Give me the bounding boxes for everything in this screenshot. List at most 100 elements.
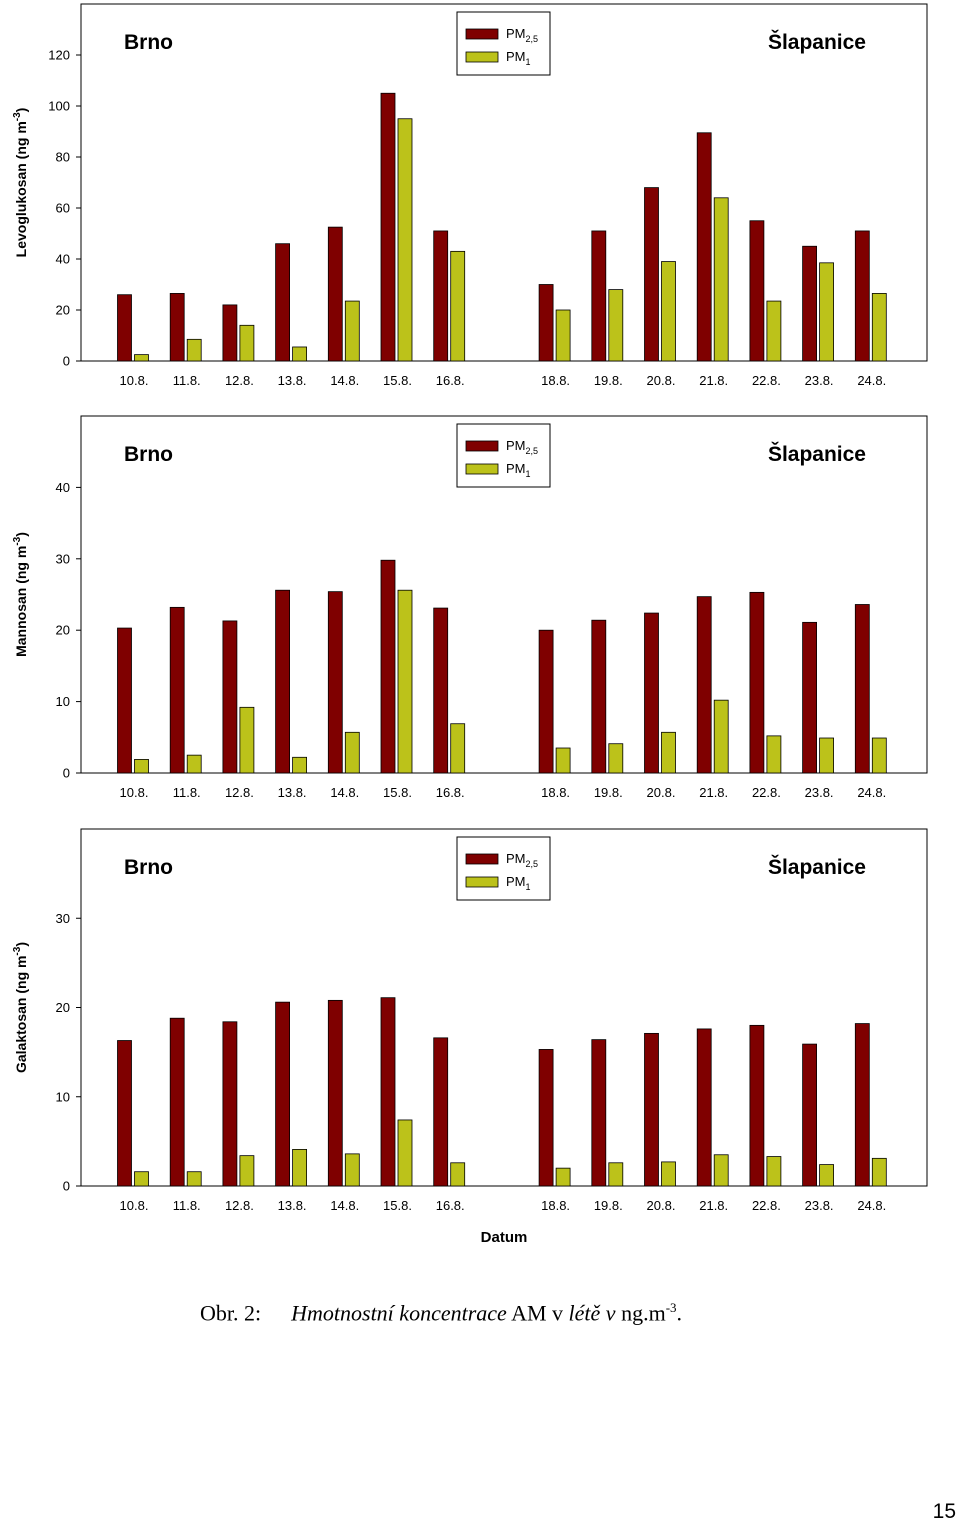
- legend-label-pm1: PM1: [506, 874, 531, 892]
- x-tick-label: 15.8.: [383, 1198, 412, 1213]
- caption-label: Obr. 2:: [200, 1300, 262, 1326]
- bar-pm1: [134, 1171, 149, 1187]
- x-tick-label: 22.8.: [752, 373, 781, 388]
- x-axis-label: Datum: [481, 1229, 528, 1246]
- x-tick-label: 11.8.: [173, 785, 201, 800]
- plot-frame: [80, 415, 928, 774]
- bar-pm1: [555, 1167, 571, 1187]
- bar-pm25: [749, 1024, 765, 1187]
- y-axis-label-sup: -3: [12, 112, 23, 121]
- legend-swatch-pm1: [465, 876, 499, 888]
- y-axis-label: Galaktosan (ng m-3): [12, 942, 29, 1073]
- legend-label-pm1-sub: 1: [526, 57, 531, 67]
- bar-pm1: [766, 735, 782, 774]
- chart-panel-3: 0 10 20 30 Galaktosan (ng m-3) Brno Šlapanice P…: [12, 828, 928, 1246]
- bar-pm1: [397, 1119, 413, 1187]
- chart-panel-2: 0 10 20 30 40 Mannosan (ng m-3) Brno Šlapanice P…: [12, 415, 928, 800]
- legend-swatch-pm1: [465, 51, 499, 63]
- y-axis-label-sup: -3: [12, 946, 23, 955]
- bar-pm25: [169, 606, 185, 774]
- bar-pm25: [749, 220, 765, 362]
- bar-pm1: [292, 1149, 308, 1187]
- x-tick-label: 14.8.: [330, 785, 359, 800]
- site-label-right: Šlapanice: [768, 855, 866, 879]
- y-axis-label-end: ): [13, 108, 29, 113]
- figure-caption: Obr. 2: Hmotnostní koncentrace AM v létě …: [200, 1300, 900, 1326]
- x-tick-label: 20.8.: [647, 373, 676, 388]
- chart-panel-1: 0 20 40 60 80 100 120 Levoglukosan (ng m-3) Brno…: [12, 3, 928, 388]
- legend-box: [456, 11, 551, 76]
- x-tick-label: 21.8.: [699, 373, 728, 388]
- caption-end: .: [676, 1300, 683, 1326]
- legend-box: [456, 423, 551, 488]
- bar-pm1: [661, 261, 676, 362]
- legend-label-pm25: PM2,5: [506, 851, 538, 869]
- x-tick-label: 23.8.: [805, 373, 834, 388]
- bar-pm1: [186, 338, 202, 362]
- bar-pm25: [696, 1028, 712, 1187]
- y-axis-label-main: Galaktosan (ng m: [13, 956, 29, 1073]
- bar-pm1: [766, 1156, 782, 1187]
- y-tick-label: 40: [56, 480, 70, 495]
- bar-pm25: [591, 230, 607, 362]
- bar-pm1: [819, 737, 834, 774]
- legend-label-pm25-main: PM: [506, 851, 526, 866]
- x-tick-label: 18.8.: [541, 1198, 570, 1213]
- x-tick-label: 18.8.: [541, 373, 570, 388]
- bar-pm25: [696, 132, 712, 362]
- x-tick-label: 10.8.: [120, 785, 149, 800]
- bar-pm1: [134, 759, 149, 774]
- y-axis-label-main: Mannosan (ng m: [13, 546, 29, 657]
- bar-pm1: [766, 300, 782, 362]
- y-tick-label: 0: [63, 766, 70, 781]
- bar-pm1: [608, 289, 624, 362]
- bar-pm1: [239, 706, 255, 774]
- x-tick-label: 19.8.: [594, 373, 623, 388]
- x-tick-label: 13.8.: [278, 373, 307, 388]
- bar-pm1: [608, 743, 624, 774]
- x-tick-label: 22.8.: [752, 1198, 781, 1213]
- bar-pm1: [186, 1171, 202, 1187]
- x-tick-label: 21.8.: [699, 1198, 728, 1213]
- x-tick-label: 16.8.: [436, 373, 465, 388]
- bar-pm25: [327, 226, 343, 362]
- bar-pm1: [344, 1153, 360, 1187]
- y-tick-label: 10: [56, 694, 70, 709]
- y-axis-label-end: ): [13, 532, 29, 537]
- x-tick-label: 16.8.: [436, 1198, 465, 1213]
- bar-pm25: [169, 293, 185, 362]
- caption-sup: -3: [665, 1300, 677, 1315]
- legend-label-pm25-sub: 2,5: [526, 34, 539, 44]
- y-tick-label: 10: [56, 1089, 70, 1104]
- y-tick-label: 0: [63, 354, 70, 369]
- x-tick-label: 18.8.: [541, 785, 570, 800]
- y-axis-label-main: Levoglukosan (ng m: [13, 121, 29, 257]
- caption-plain-1: AM v: [506, 1300, 569, 1326]
- legend-label-pm1-main: PM: [506, 874, 526, 889]
- x-tick-label: 13.8.: [278, 1198, 307, 1213]
- bar-pm25: [802, 621, 817, 774]
- bar-pm25: [433, 607, 449, 774]
- x-tick-label: 19.8.: [594, 1198, 623, 1213]
- y-tick-label: 120: [48, 48, 70, 63]
- bar-pm1: [871, 1157, 887, 1187]
- x-tick-label: 14.8.: [330, 373, 359, 388]
- legend-label-pm1-sub: 1: [526, 469, 531, 479]
- legend-label-pm25: PM2,5: [506, 438, 538, 456]
- bar-pm25: [433, 230, 449, 362]
- x-tick-label: 24.8.: [857, 1198, 886, 1213]
- site-label-left: Brno: [124, 31, 173, 54]
- x-tick-label: 10.8.: [120, 1198, 149, 1213]
- bar-pm25: [538, 1049, 554, 1187]
- x-tick-label: 22.8.: [752, 785, 781, 800]
- bar-pm25: [222, 304, 238, 362]
- bar-pm1: [713, 699, 729, 774]
- bar-pm25: [222, 1021, 238, 1187]
- bar-pm25: [538, 284, 554, 362]
- bar-pm1: [397, 118, 413, 362]
- bar-pm25: [275, 1001, 291, 1187]
- bar-pm25: [538, 629, 554, 774]
- bar-pm1: [344, 300, 360, 362]
- bar-pm25: [380, 997, 396, 1187]
